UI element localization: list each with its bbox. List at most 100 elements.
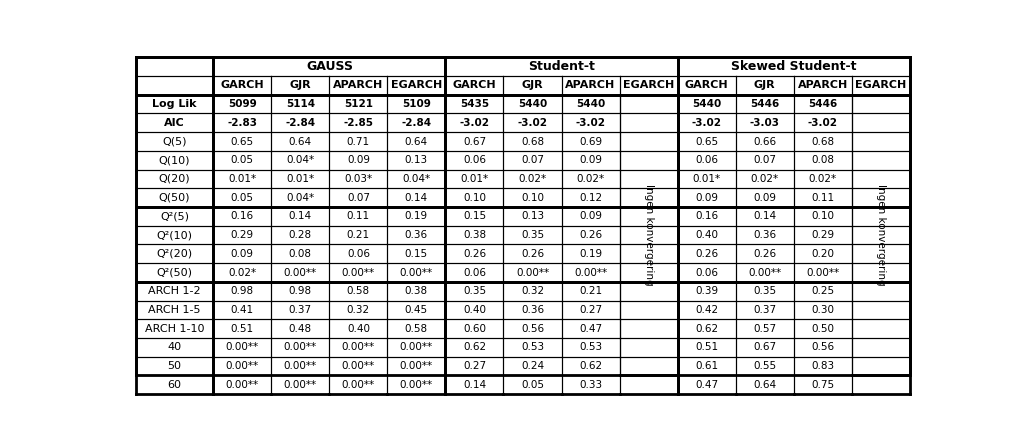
- Text: 0.00**: 0.00**: [399, 342, 433, 352]
- Text: 0.07: 0.07: [347, 193, 370, 202]
- Text: 0.69: 0.69: [579, 136, 602, 147]
- Text: 0.15: 0.15: [463, 211, 486, 221]
- Text: 5109: 5109: [402, 99, 431, 109]
- Text: Q²(20): Q²(20): [157, 249, 193, 259]
- Text: 0.00**: 0.00**: [225, 342, 259, 352]
- Text: 0.00**: 0.00**: [806, 267, 840, 278]
- Text: 0.37: 0.37: [753, 305, 776, 315]
- Text: Q²(10): Q²(10): [157, 230, 193, 240]
- Text: 0.16: 0.16: [695, 211, 718, 221]
- Text: -3.02: -3.02: [808, 118, 838, 128]
- Text: 0.00**: 0.00**: [342, 380, 375, 390]
- Text: GAUSS: GAUSS: [306, 60, 353, 73]
- Text: -2.85: -2.85: [343, 118, 374, 128]
- Text: 0.57: 0.57: [753, 324, 776, 333]
- Text: 0.00**: 0.00**: [516, 267, 549, 278]
- Text: ARCH 1-2: ARCH 1-2: [148, 286, 201, 296]
- Text: 0.08: 0.08: [811, 155, 835, 165]
- Text: 0.00**: 0.00**: [225, 380, 259, 390]
- Text: 0.32: 0.32: [521, 286, 544, 296]
- Text: 0.13: 0.13: [521, 211, 544, 221]
- Text: 5440: 5440: [518, 99, 547, 109]
- Text: 0.40: 0.40: [463, 305, 486, 315]
- Text: 0.01*: 0.01*: [461, 174, 488, 184]
- Text: 0.26: 0.26: [695, 249, 718, 259]
- Text: 5099: 5099: [228, 99, 257, 109]
- Text: 0.09: 0.09: [347, 155, 370, 165]
- Text: 0.64: 0.64: [289, 136, 312, 147]
- Text: 0.42: 0.42: [695, 305, 718, 315]
- Text: 0.09: 0.09: [230, 249, 254, 259]
- Text: -2.83: -2.83: [227, 118, 257, 128]
- Text: 0.27: 0.27: [463, 361, 486, 371]
- Text: Skewed Student-t: Skewed Student-t: [731, 60, 856, 73]
- Text: GJR: GJR: [521, 80, 544, 90]
- Text: EGARCH: EGARCH: [855, 80, 906, 90]
- Text: EGARCH: EGARCH: [391, 80, 442, 90]
- Text: 0.14: 0.14: [753, 211, 776, 221]
- Text: 0.62: 0.62: [463, 342, 486, 352]
- Text: GARCH: GARCH: [220, 80, 264, 90]
- Text: GJR: GJR: [290, 80, 311, 90]
- Text: 0.83: 0.83: [811, 361, 835, 371]
- Text: 0.68: 0.68: [521, 136, 544, 147]
- Text: GJR: GJR: [754, 80, 775, 90]
- Text: 0.65: 0.65: [230, 136, 254, 147]
- Text: 0.60: 0.60: [463, 324, 486, 333]
- Text: 0.61: 0.61: [695, 361, 718, 371]
- Text: 0.25: 0.25: [811, 286, 835, 296]
- Text: 0.00**: 0.00**: [574, 267, 607, 278]
- Text: 0.30: 0.30: [811, 305, 835, 315]
- Text: 0.00**: 0.00**: [399, 267, 433, 278]
- Text: 0.01*: 0.01*: [287, 174, 314, 184]
- Text: 5435: 5435: [460, 99, 489, 109]
- Text: 0.21: 0.21: [347, 230, 370, 240]
- Text: 0.09: 0.09: [753, 193, 776, 202]
- Text: 0.00**: 0.00**: [342, 342, 375, 352]
- Text: GARCH: GARCH: [453, 80, 497, 90]
- Text: 0.45: 0.45: [404, 305, 428, 315]
- Text: 0.29: 0.29: [230, 230, 254, 240]
- Text: 0.38: 0.38: [463, 230, 486, 240]
- Text: 0.14: 0.14: [463, 380, 486, 390]
- Text: 0.26: 0.26: [463, 249, 486, 259]
- Text: 0.00**: 0.00**: [225, 361, 259, 371]
- Text: 0.00**: 0.00**: [284, 267, 316, 278]
- Text: 5446: 5446: [808, 99, 838, 109]
- Text: 0.06: 0.06: [463, 267, 486, 278]
- Text: 0.67: 0.67: [463, 136, 486, 147]
- Text: 0.36: 0.36: [521, 305, 544, 315]
- Text: AIC: AIC: [164, 118, 185, 128]
- Text: 0.00**: 0.00**: [342, 267, 375, 278]
- Text: 0.35: 0.35: [521, 230, 544, 240]
- Text: Q²(50): Q²(50): [157, 267, 193, 278]
- Text: 0.27: 0.27: [579, 305, 602, 315]
- Text: 0.10: 0.10: [521, 193, 544, 202]
- Text: -3.03: -3.03: [750, 118, 779, 128]
- Text: Q(10): Q(10): [159, 155, 190, 165]
- Text: 0.40: 0.40: [347, 324, 370, 333]
- Text: 0.39: 0.39: [695, 286, 718, 296]
- Text: 0.71: 0.71: [347, 136, 370, 147]
- Text: Ingen konvergering: Ingen konvergering: [876, 184, 886, 286]
- Text: 0.05: 0.05: [230, 155, 254, 165]
- Text: 0.67: 0.67: [753, 342, 776, 352]
- Text: 0.02*: 0.02*: [518, 174, 547, 184]
- Text: 0.26: 0.26: [753, 249, 776, 259]
- Text: 0.58: 0.58: [404, 324, 428, 333]
- Text: 0.08: 0.08: [289, 249, 312, 259]
- Text: 0.00**: 0.00**: [284, 380, 316, 390]
- Text: GARCH: GARCH: [685, 80, 728, 90]
- Text: 0.68: 0.68: [811, 136, 835, 147]
- Text: 0.35: 0.35: [753, 286, 776, 296]
- Text: 0.02*: 0.02*: [809, 174, 837, 184]
- Text: 0.10: 0.10: [811, 211, 835, 221]
- Text: 0.35: 0.35: [463, 286, 486, 296]
- Text: Q(20): Q(20): [159, 174, 190, 184]
- Text: 0.41: 0.41: [230, 305, 254, 315]
- Text: 5446: 5446: [750, 99, 779, 109]
- Text: 0.00**: 0.00**: [749, 267, 781, 278]
- Text: Student-t: Student-t: [528, 60, 595, 73]
- Text: 0.47: 0.47: [579, 324, 602, 333]
- Text: -2.84: -2.84: [286, 118, 315, 128]
